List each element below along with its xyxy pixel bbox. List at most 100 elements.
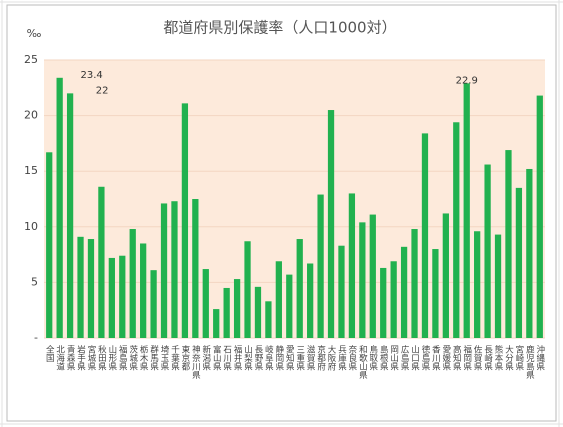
bar xyxy=(202,269,209,338)
x-tick-label: 島根県 xyxy=(378,344,388,371)
x-tick-label: 神奈川県 xyxy=(190,344,200,380)
bar xyxy=(244,241,251,338)
data-label: 22.9 xyxy=(456,75,478,86)
bar xyxy=(46,152,53,338)
bar xyxy=(108,257,115,338)
bar xyxy=(515,187,523,338)
y-tick-label: 25 xyxy=(24,53,38,66)
bar xyxy=(307,263,314,338)
x-tick-label: 秋田県 xyxy=(96,344,106,371)
x-tick-label: 奈良県 xyxy=(347,344,357,371)
bar xyxy=(421,133,429,338)
bar xyxy=(338,245,345,338)
data-label: 23.4 xyxy=(81,70,103,81)
x-tick-label: 高知県 xyxy=(451,344,461,371)
x-tick-label: 熊本県 xyxy=(493,344,503,371)
bar xyxy=(400,246,408,338)
bar xyxy=(150,270,157,338)
x-tick-label: 福岡県 xyxy=(462,344,472,371)
x-tick-label: 群馬県 xyxy=(149,344,159,371)
bar xyxy=(463,83,470,339)
bar xyxy=(348,193,356,338)
bar xyxy=(505,150,512,338)
x-tick-label: 青森県 xyxy=(65,344,75,371)
x-tick-label: 長崎県 xyxy=(483,345,493,371)
bar xyxy=(87,239,95,338)
y-axis-label: ‰ xyxy=(27,27,42,40)
x-tick-label: 福井県 xyxy=(232,344,242,371)
bar xyxy=(474,231,481,338)
bar xyxy=(213,309,220,338)
bar xyxy=(327,110,335,338)
x-tick-label: 東京都 xyxy=(180,344,190,371)
bar xyxy=(494,234,502,338)
bar xyxy=(484,164,491,338)
data-label: 22 xyxy=(96,85,109,96)
bar xyxy=(119,255,126,338)
bar xyxy=(98,186,105,338)
bar xyxy=(411,229,418,338)
x-tick-label: 静岡県 xyxy=(274,344,284,371)
x-tick-label: 大分県 xyxy=(503,344,513,371)
x-tick-label: 山口県 xyxy=(410,344,420,371)
x-tick-label: 石川県 xyxy=(222,345,232,371)
x-tick-label: 鳥取県 xyxy=(368,344,378,371)
bar xyxy=(390,261,397,338)
x-tick-label: 京都府 xyxy=(316,344,326,371)
bar xyxy=(77,236,84,338)
y-tick-label: 15 xyxy=(24,164,38,177)
bar xyxy=(254,286,262,338)
bar xyxy=(296,239,303,338)
y-tick-label: 20 xyxy=(24,109,38,122)
x-tick-label: 兵庫県 xyxy=(336,344,346,371)
chart-title: 都道府県別保護率（人口1000対） xyxy=(163,19,396,37)
x-tick-label: 大阪府 xyxy=(326,344,336,371)
x-tick-label: 新潟県 xyxy=(201,344,211,371)
x-tick-label: 岐阜県 xyxy=(263,344,273,371)
bar xyxy=(275,261,282,338)
x-tick-label: 広島県 xyxy=(399,344,409,371)
bar xyxy=(56,77,63,339)
bar xyxy=(380,267,387,338)
x-tick-label: 沖縄県 xyxy=(535,344,545,371)
bar xyxy=(192,199,199,338)
x-tick-label: 山梨県 xyxy=(243,344,253,371)
x-tick-label: 富山県 xyxy=(211,344,221,371)
x-tick-label: 三重県 xyxy=(295,345,305,371)
x-tick-label: 佐賀県 xyxy=(472,344,482,371)
x-tick-label: 愛知県 xyxy=(284,344,294,371)
x-tick-label: 宮崎県 xyxy=(514,344,524,371)
bar xyxy=(432,249,439,338)
bar xyxy=(181,103,189,338)
bar xyxy=(286,274,293,338)
x-tick-label: 北海道 xyxy=(55,345,65,371)
x-tick-label: 香川県 xyxy=(430,344,440,371)
x-tick-label: 愛媛県 xyxy=(441,344,451,371)
bar xyxy=(359,222,366,338)
y-tick-label: 5 xyxy=(31,275,38,288)
bar xyxy=(536,95,543,338)
bar xyxy=(317,194,324,338)
x-tick-label: 和歌山県 xyxy=(357,345,367,380)
bar xyxy=(171,201,178,338)
x-tick-label: 埼玉県 xyxy=(159,344,169,371)
bar xyxy=(369,214,376,338)
bar xyxy=(265,301,272,338)
bar xyxy=(129,229,136,338)
x-tick-label: 岡山県 xyxy=(389,345,399,371)
x-tick-label: 山形県 xyxy=(107,344,117,371)
x-tick-label: 岩手県 xyxy=(76,344,86,371)
y-tick-label: 10 xyxy=(24,220,38,233)
plot-background xyxy=(44,60,545,338)
x-tick-label: 滋賀県 xyxy=(305,344,315,371)
x-tick-label: 宮城県 xyxy=(86,344,96,371)
bar xyxy=(160,203,168,338)
bar xyxy=(223,287,230,338)
x-tick-label: 全国 xyxy=(44,344,54,363)
bar xyxy=(66,93,74,338)
y-tick-label: - xyxy=(34,331,38,344)
bar xyxy=(140,243,147,338)
x-tick-label: 茨城県 xyxy=(128,344,138,371)
